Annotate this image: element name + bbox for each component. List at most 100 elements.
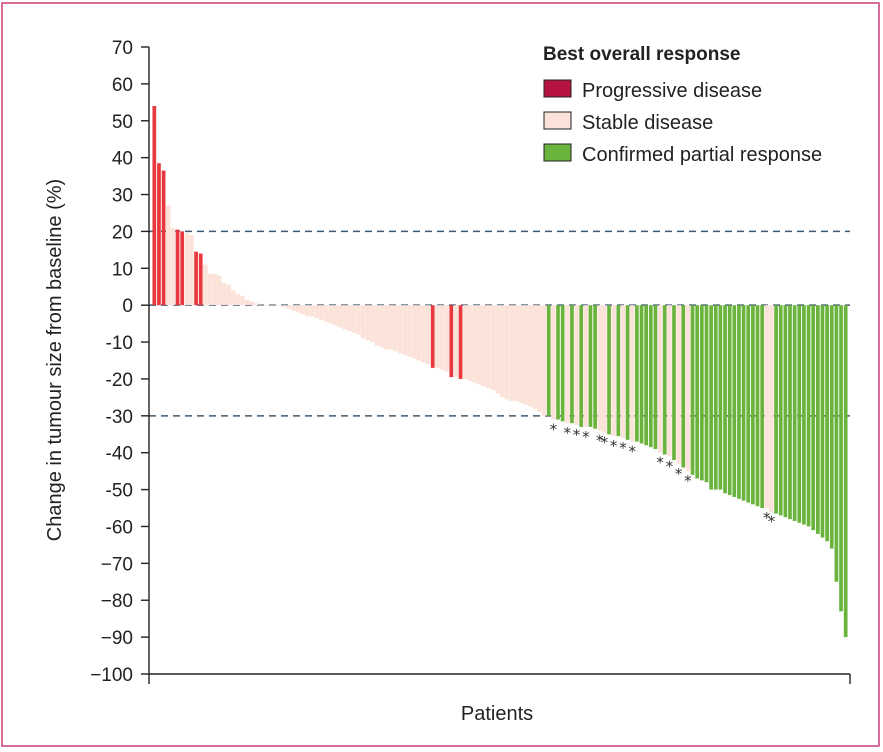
bar <box>639 305 644 444</box>
bar <box>346 305 352 331</box>
bar <box>778 305 783 516</box>
bar <box>180 231 185 306</box>
bar <box>718 305 723 490</box>
bar <box>523 305 528 405</box>
bar <box>444 305 449 372</box>
bar <box>644 305 649 446</box>
bar <box>411 305 417 359</box>
bar <box>541 305 547 416</box>
bar-marker-star: * <box>684 472 692 490</box>
bar <box>194 251 198 306</box>
bar <box>732 305 737 497</box>
y-tick-label: -50 <box>106 481 133 502</box>
bar <box>495 305 500 394</box>
bar <box>676 305 681 464</box>
bar <box>486 305 491 389</box>
bar <box>527 305 533 407</box>
bar-marker-star: * <box>763 509 771 527</box>
bar <box>820 305 825 538</box>
bar <box>277 304 282 306</box>
bar <box>374 305 380 346</box>
y-tick-label: −100 <box>90 665 133 686</box>
bar-markers: * * * * ** * * ** * * *** <box>550 421 776 531</box>
bar <box>305 305 310 317</box>
bar <box>843 305 848 638</box>
bar <box>175 229 180 306</box>
bar-marker-star: * <box>628 443 636 461</box>
y-tick-label: -20 <box>106 370 133 391</box>
bar <box>839 305 843 612</box>
bar <box>249 301 255 306</box>
bar <box>449 305 454 378</box>
bar-marker-star: * <box>596 432 604 450</box>
bar <box>161 170 166 306</box>
bar <box>616 305 621 437</box>
bar <box>504 305 510 400</box>
bar <box>741 305 746 501</box>
bar-marker-star: * <box>656 454 664 472</box>
y-tick-label: −70 <box>101 554 133 575</box>
y-tick-label: 60 <box>112 75 133 96</box>
bar <box>295 305 301 313</box>
bar <box>672 305 676 461</box>
bar-marker-star: * <box>582 428 590 446</box>
bar <box>230 290 236 306</box>
bar <box>453 305 459 378</box>
bar <box>653 305 658 450</box>
bar <box>556 305 560 420</box>
bar <box>481 305 487 387</box>
bar <box>513 305 519 402</box>
bar <box>681 305 686 468</box>
bar <box>546 305 551 416</box>
bar <box>737 305 741 499</box>
bar <box>685 305 691 472</box>
bar-marker-star: * <box>675 465 683 483</box>
y-tick-label: 20 <box>112 222 133 243</box>
bar <box>314 305 319 319</box>
bar <box>560 305 565 422</box>
bar <box>825 305 829 542</box>
bar <box>397 305 403 354</box>
bar <box>611 305 616 437</box>
bar <box>723 305 727 494</box>
bar <box>254 303 259 306</box>
bar <box>467 305 473 381</box>
bar <box>704 305 709 483</box>
bar <box>500 305 505 398</box>
bar <box>537 305 542 413</box>
bar <box>425 305 431 365</box>
bar <box>597 305 603 431</box>
bar <box>713 305 718 490</box>
bar <box>240 295 245 306</box>
y-tick-label: −80 <box>101 591 133 612</box>
bar <box>360 305 366 339</box>
bar <box>342 305 347 330</box>
bar <box>657 305 663 453</box>
bar <box>518 305 524 403</box>
bar <box>221 283 227 306</box>
bar <box>602 305 607 433</box>
bar <box>430 305 435 368</box>
bar <box>829 305 834 549</box>
bar <box>319 305 324 320</box>
bar <box>667 305 672 457</box>
bar <box>365 305 371 341</box>
bar <box>435 305 440 368</box>
bar <box>607 305 611 435</box>
legend-label-progressive: Progressive disease <box>582 80 762 102</box>
bar <box>802 305 806 525</box>
legend-swatch-progressive <box>543 79 572 98</box>
bar <box>370 305 375 343</box>
bar <box>337 305 343 328</box>
bar <box>281 305 287 308</box>
bar-marker-star: * <box>573 426 581 444</box>
bar <box>662 305 667 455</box>
bar <box>648 305 653 448</box>
y-tick-label: 70 <box>112 38 133 59</box>
y-tick-label: 10 <box>112 259 133 280</box>
bar <box>458 305 463 379</box>
bar <box>588 305 593 427</box>
bar <box>152 106 157 306</box>
